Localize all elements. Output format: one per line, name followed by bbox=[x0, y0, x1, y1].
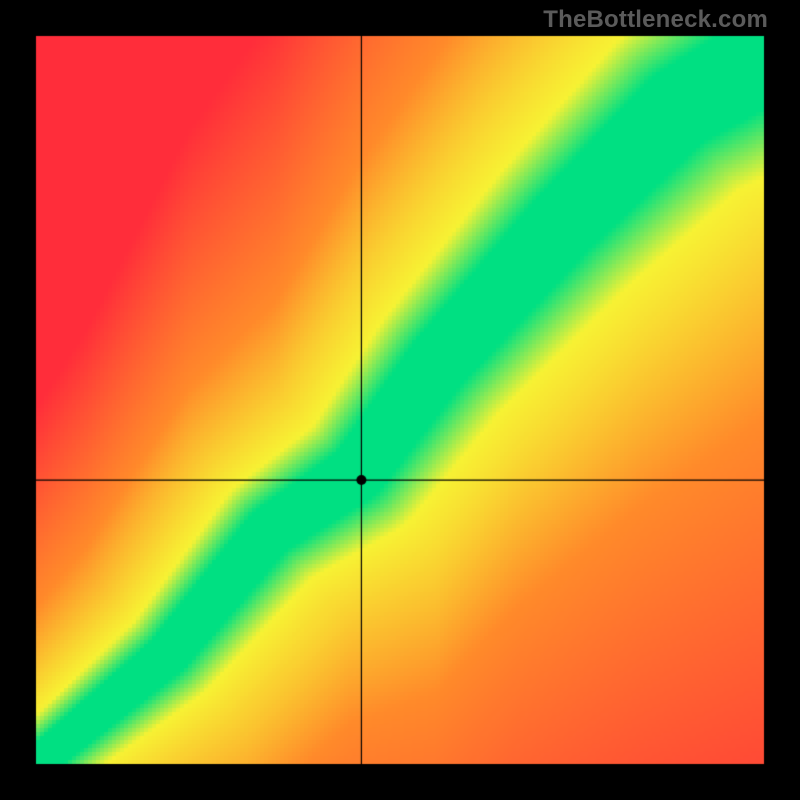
chart-container: TheBottleneck.com bbox=[0, 0, 800, 800]
watermark-text: TheBottleneck.com bbox=[543, 6, 768, 34]
heatmap-canvas bbox=[0, 0, 800, 800]
